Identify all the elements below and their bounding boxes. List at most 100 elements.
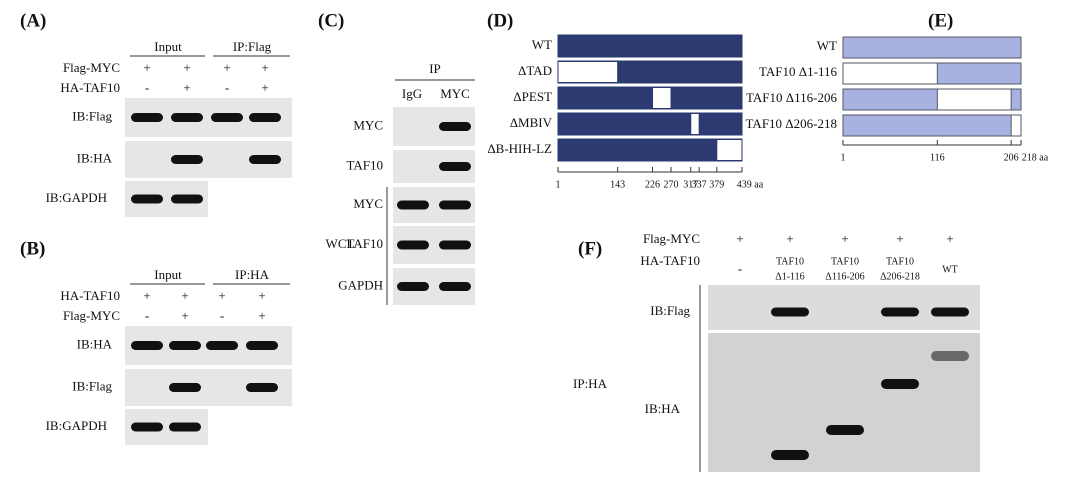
- label: +: [143, 288, 150, 303]
- label: +: [181, 308, 188, 323]
- label: IP: [429, 61, 441, 76]
- label: TAF10: [776, 256, 804, 267]
- deletion: [842, 62, 938, 85]
- deletion: [936, 88, 1012, 111]
- axis-label: 1: [841, 152, 846, 163]
- label: TAF10 Δ206-218: [746, 116, 837, 131]
- label: ΔMBIV: [510, 115, 553, 130]
- label: ΔPEST: [513, 89, 552, 104]
- label: -: [738, 261, 742, 276]
- band: [171, 113, 203, 122]
- label: +: [181, 288, 188, 303]
- domain-bar: [557, 34, 743, 58]
- band: [397, 240, 429, 250]
- label: +: [841, 231, 848, 246]
- panel-label: (D): [487, 10, 513, 31]
- band: [771, 307, 809, 317]
- band: [397, 200, 429, 210]
- label: +: [786, 231, 793, 246]
- label: HA-TAF10: [640, 253, 700, 268]
- label: IB:HA: [77, 150, 113, 165]
- label: WT: [532, 37, 552, 52]
- band: [169, 341, 201, 350]
- band: [439, 282, 471, 291]
- label: Flag-MYC: [63, 308, 120, 323]
- axis-label: 270: [664, 179, 679, 190]
- label: IgG: [402, 86, 422, 101]
- label: Δ116-206: [825, 271, 864, 282]
- band: [169, 383, 201, 392]
- label: IP:Flag: [233, 39, 272, 54]
- axis-label: 317: [683, 179, 698, 190]
- label: Δ206-218: [880, 271, 920, 282]
- label: TAF10: [346, 157, 383, 172]
- label: +: [183, 80, 190, 95]
- panel-label: (C): [318, 10, 344, 31]
- band: [169, 422, 201, 432]
- axis-label: 337: [692, 179, 707, 190]
- panel-label: (F): [578, 238, 602, 259]
- domain-bar: [842, 114, 1022, 137]
- band: [439, 200, 471, 210]
- label: +: [261, 80, 268, 95]
- band: [206, 341, 238, 350]
- label: MYC: [353, 117, 383, 132]
- label: GAPDH: [338, 277, 383, 292]
- label: IP:HA: [573, 376, 608, 391]
- band: [131, 113, 163, 122]
- axis-label: 218 aa: [1022, 152, 1049, 163]
- band: [171, 194, 203, 204]
- label: IB:Flag: [72, 378, 112, 393]
- label: IP:HA: [235, 267, 270, 282]
- label: +: [736, 231, 743, 246]
- label: +: [258, 308, 265, 323]
- label: IB:GAPDH: [46, 190, 107, 205]
- band: [439, 162, 471, 171]
- label: MYC: [353, 196, 383, 211]
- axis-label: 379: [709, 179, 724, 190]
- label: -: [145, 80, 149, 95]
- label: ΔTAD: [518, 63, 552, 78]
- label: IB:Flag: [650, 303, 690, 318]
- label: +: [261, 60, 268, 75]
- axis-label: 439 aa: [737, 179, 764, 190]
- label: ΔB-HIH-LZ: [487, 141, 552, 156]
- label: -: [225, 80, 229, 95]
- label: MYC: [440, 86, 470, 101]
- label: Flag-MYC: [643, 231, 700, 246]
- label: Input: [154, 39, 182, 54]
- label: +: [223, 60, 230, 75]
- label: +: [896, 231, 903, 246]
- label: IB:HA: [77, 336, 113, 351]
- label: +: [143, 60, 150, 75]
- label: Flag-MYC: [63, 60, 120, 75]
- label: WT: [817, 38, 837, 53]
- label: +: [183, 60, 190, 75]
- panel-label: (E): [928, 10, 953, 31]
- band: [249, 113, 281, 122]
- band: [439, 122, 471, 131]
- band: [931, 307, 969, 317]
- label: WCL: [326, 236, 355, 251]
- axis-label: 1: [556, 179, 561, 190]
- axis-label: 143: [610, 179, 625, 190]
- deletion: [1010, 114, 1022, 137]
- label: Input: [154, 267, 182, 282]
- axis-label: 206: [1004, 152, 1019, 163]
- label: -: [220, 308, 224, 323]
- band: [171, 155, 203, 164]
- axis-label: 116: [930, 152, 945, 163]
- label: HA-TAF10: [60, 288, 120, 303]
- band: [131, 422, 163, 432]
- label: TAF10 Δ1-116: [759, 64, 837, 79]
- label: TAF10: [346, 236, 383, 251]
- blot: [708, 285, 980, 330]
- band: [246, 383, 278, 392]
- domain-bar: [842, 36, 1022, 59]
- label: -: [145, 308, 149, 323]
- panel-label: (B): [20, 238, 45, 259]
- deletion: [652, 87, 672, 109]
- band: [439, 240, 471, 250]
- domain-bar: [557, 112, 743, 136]
